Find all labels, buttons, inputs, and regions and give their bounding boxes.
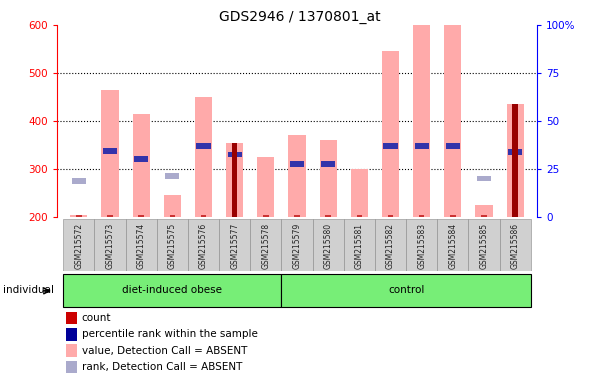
Text: GSM215579: GSM215579 <box>293 223 302 269</box>
Bar <box>383 143 398 149</box>
Bar <box>219 219 250 271</box>
Text: GSM215586: GSM215586 <box>511 223 520 269</box>
Bar <box>508 149 522 155</box>
Bar <box>313 219 344 271</box>
Bar <box>263 215 269 217</box>
Bar <box>281 275 531 307</box>
Text: GSM215584: GSM215584 <box>448 223 457 269</box>
Bar <box>325 215 331 217</box>
Bar <box>320 140 337 217</box>
Bar <box>469 219 500 271</box>
Bar <box>226 142 243 217</box>
Bar <box>506 104 524 217</box>
Bar <box>133 114 150 217</box>
Bar <box>76 215 82 217</box>
Bar <box>388 215 394 217</box>
Bar <box>166 173 179 179</box>
Bar <box>344 219 375 271</box>
Bar <box>72 178 86 184</box>
Text: GSM215575: GSM215575 <box>168 223 177 269</box>
Bar <box>94 219 125 271</box>
Bar <box>164 195 181 217</box>
Bar <box>63 219 94 271</box>
Bar <box>290 161 304 167</box>
Bar <box>139 215 144 217</box>
Bar <box>281 219 313 271</box>
Bar <box>107 215 113 217</box>
Bar <box>170 215 175 217</box>
Bar <box>257 157 274 217</box>
Bar <box>70 215 88 217</box>
Bar <box>481 215 487 217</box>
Bar <box>477 176 491 182</box>
Text: GSM215583: GSM215583 <box>417 223 426 269</box>
Bar <box>188 219 219 271</box>
Bar <box>134 157 148 162</box>
Text: GSM215585: GSM215585 <box>479 223 488 269</box>
Bar <box>437 219 469 271</box>
Bar <box>413 25 430 217</box>
Bar <box>375 219 406 271</box>
Text: value, Detection Call = ABSENT: value, Detection Call = ABSENT <box>82 346 247 356</box>
Bar <box>289 136 305 217</box>
Bar <box>125 219 157 271</box>
Bar <box>512 104 518 217</box>
Text: individual: individual <box>3 285 54 295</box>
Text: GSM215574: GSM215574 <box>137 223 146 269</box>
Bar <box>294 215 300 217</box>
Text: GSM215573: GSM215573 <box>106 223 115 269</box>
Text: diet-induced obese: diet-induced obese <box>122 285 223 295</box>
Bar <box>200 215 206 217</box>
Text: GSM215577: GSM215577 <box>230 223 239 269</box>
Bar <box>351 169 368 217</box>
Bar <box>415 143 428 149</box>
Text: GSM215572: GSM215572 <box>74 223 83 269</box>
Bar <box>419 215 424 217</box>
Text: GDS2946 / 1370801_at: GDS2946 / 1370801_at <box>219 10 381 23</box>
Text: GSM215581: GSM215581 <box>355 223 364 269</box>
Bar <box>157 219 188 271</box>
Text: GSM215576: GSM215576 <box>199 223 208 269</box>
Text: control: control <box>388 285 424 295</box>
Bar <box>500 219 531 271</box>
Bar <box>101 90 119 217</box>
Bar <box>321 161 335 167</box>
Bar <box>356 215 362 217</box>
Bar <box>446 143 460 149</box>
Bar <box>406 219 437 271</box>
Text: count: count <box>82 313 111 323</box>
Text: GSM215578: GSM215578 <box>262 223 271 269</box>
Bar <box>382 51 399 217</box>
Bar <box>232 142 238 217</box>
Bar <box>195 97 212 217</box>
Text: rank, Detection Call = ABSENT: rank, Detection Call = ABSENT <box>82 362 242 372</box>
Bar <box>450 215 455 217</box>
Bar <box>63 275 281 307</box>
Bar <box>227 152 242 157</box>
Text: GSM215580: GSM215580 <box>323 223 332 269</box>
Bar <box>475 205 493 217</box>
Bar <box>196 143 211 149</box>
Bar <box>444 25 461 217</box>
Bar <box>250 219 281 271</box>
Text: GSM215582: GSM215582 <box>386 223 395 269</box>
Text: percentile rank within the sample: percentile rank within the sample <box>82 329 257 339</box>
Bar <box>103 148 117 154</box>
